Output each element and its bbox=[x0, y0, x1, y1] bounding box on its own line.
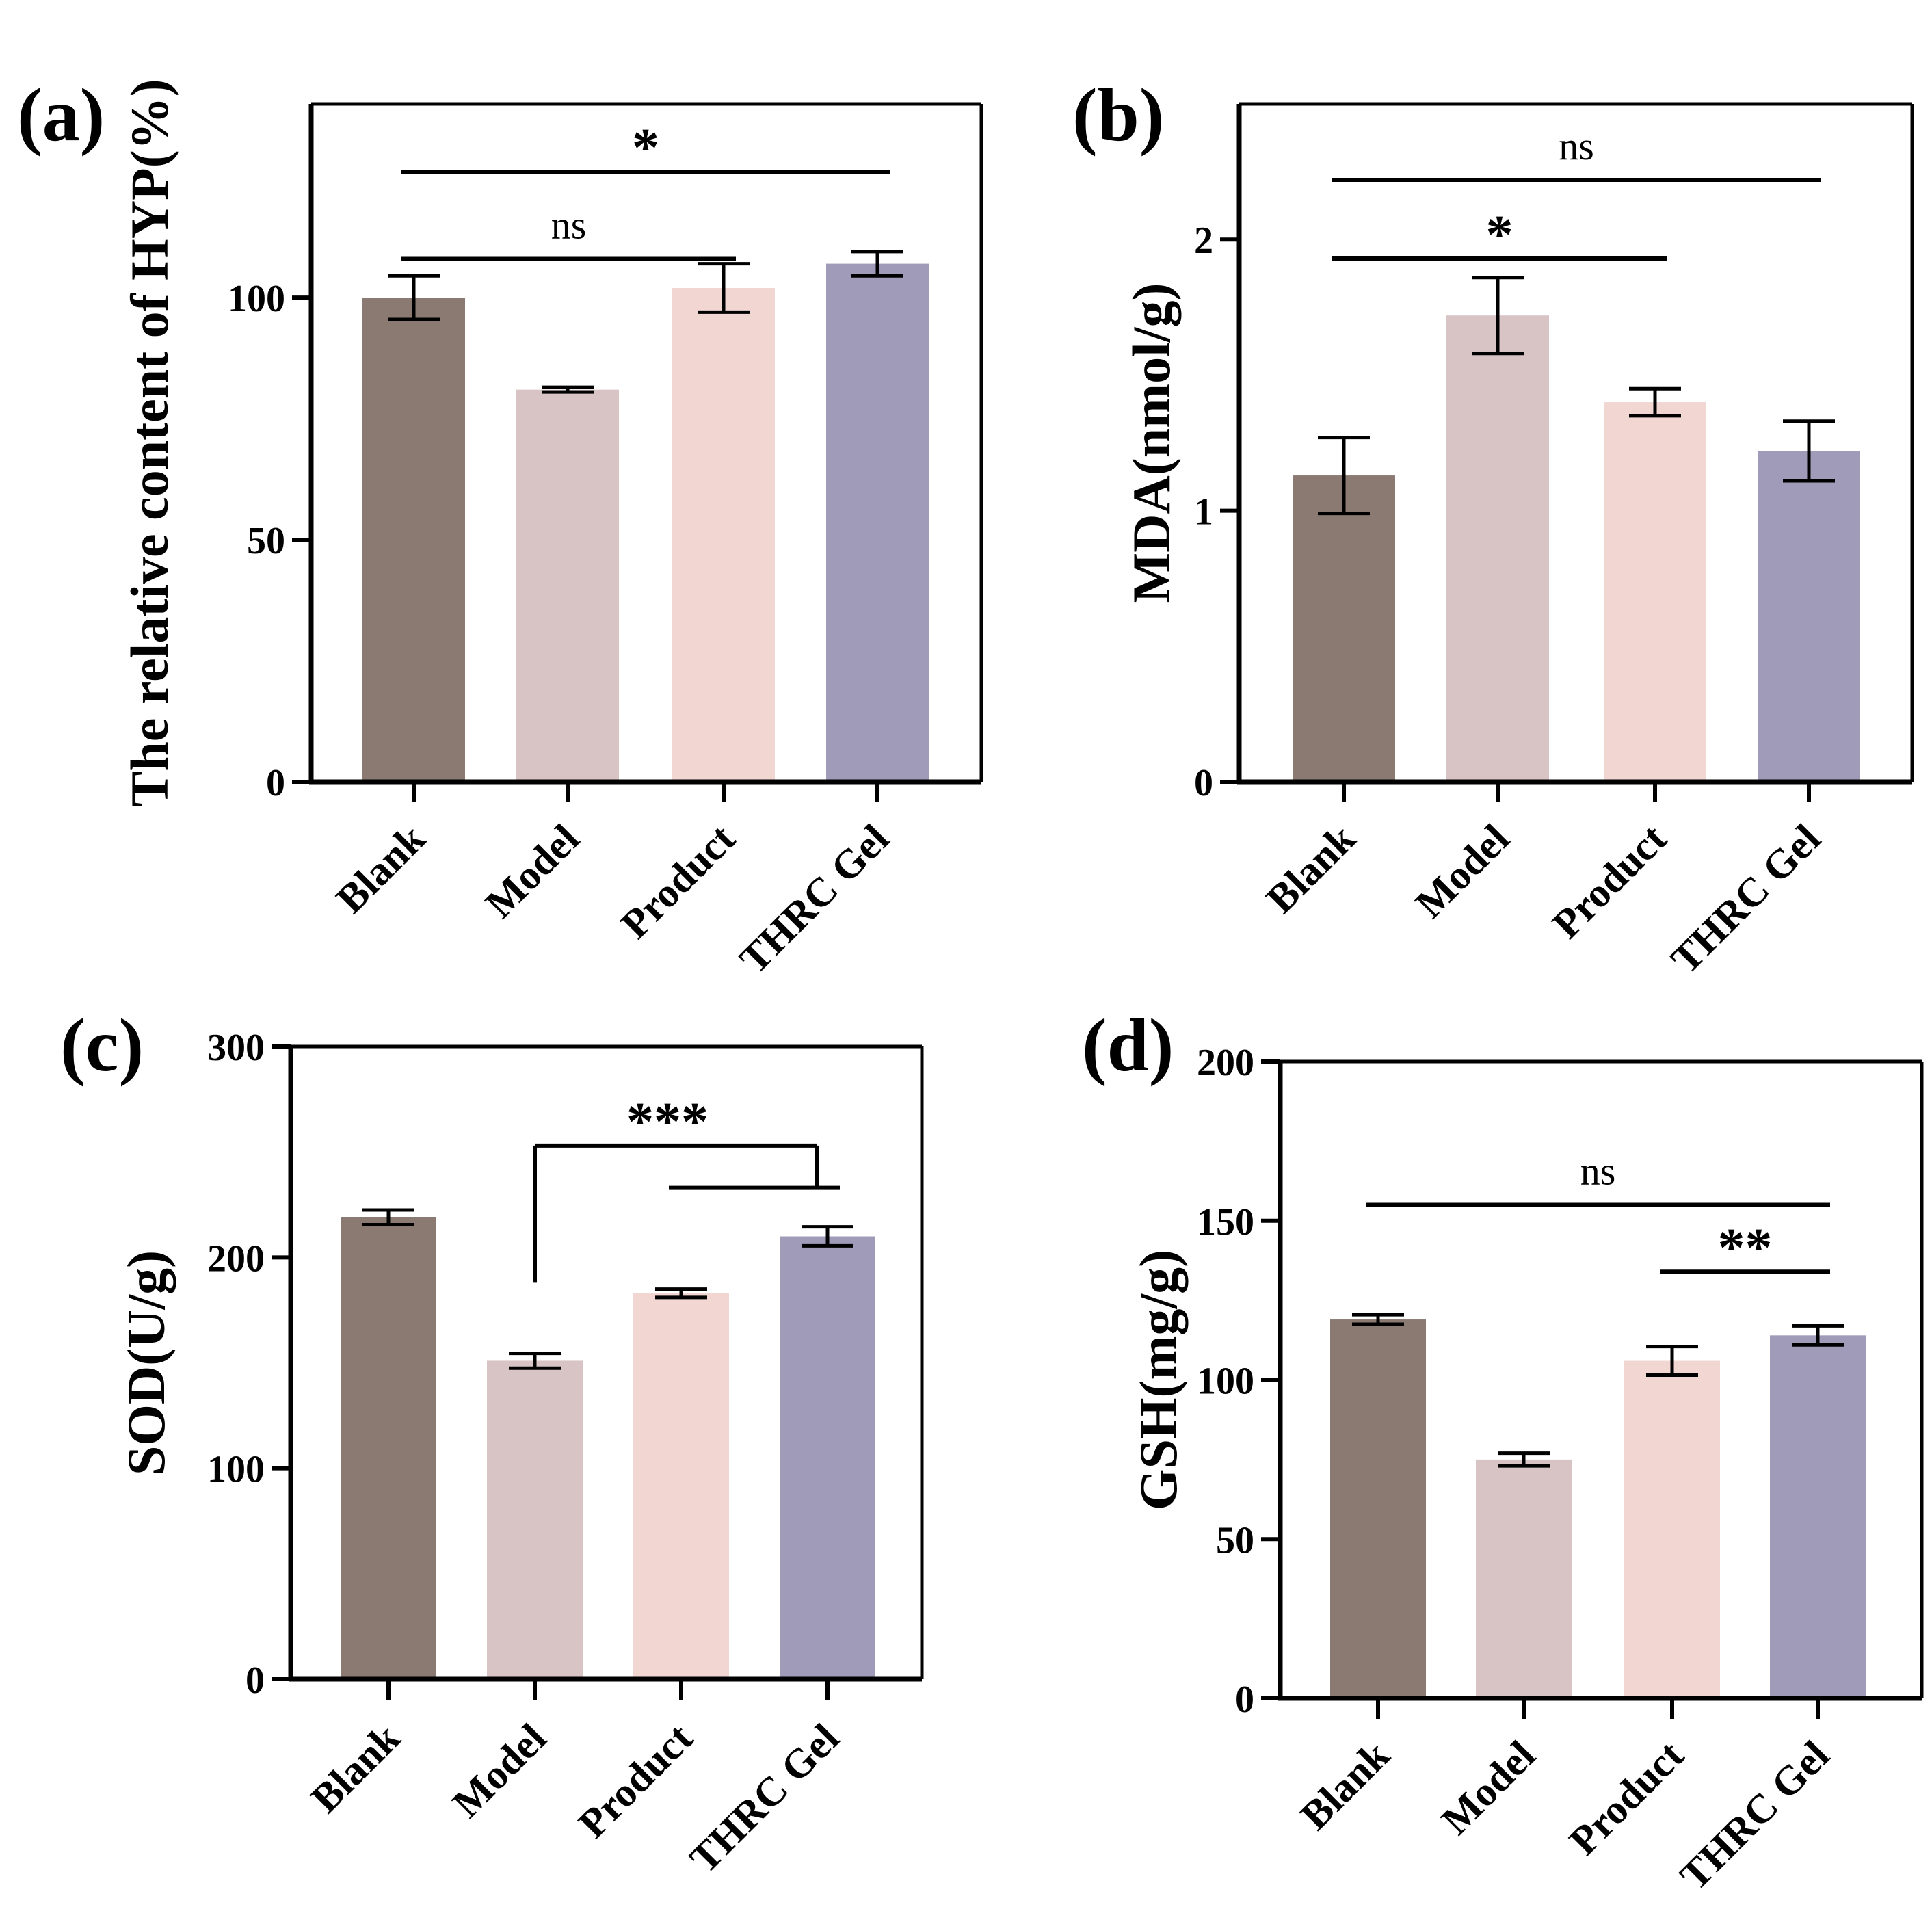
error-bar bbox=[509, 1352, 561, 1370]
bar-product bbox=[672, 287, 775, 782]
bar-thrc-gel bbox=[1770, 1335, 1866, 1698]
y-tick-label: 200 bbox=[1197, 1042, 1254, 1084]
error-bar bbox=[1498, 1451, 1550, 1468]
bar-blank bbox=[362, 298, 465, 782]
bar-model bbox=[1446, 315, 1549, 782]
y-tick-label: 150 bbox=[1197, 1201, 1254, 1243]
significance-label: ns bbox=[551, 203, 587, 248]
x-tick-label: Product bbox=[1561, 1733, 1692, 1864]
x-tick-label: Product bbox=[570, 1715, 701, 1847]
y-tick-label: 300 bbox=[207, 1027, 265, 1069]
significance-label: * bbox=[632, 118, 659, 179]
x-tick-label: THRC Gel bbox=[1663, 816, 1829, 982]
error-bar bbox=[802, 1225, 853, 1248]
x-tick-label: Model bbox=[444, 1715, 555, 1826]
error-bar bbox=[542, 385, 594, 394]
error-bar bbox=[698, 262, 750, 314]
y-tick-label: 100 bbox=[1197, 1360, 1254, 1403]
y-tick-label: 100 bbox=[228, 278, 285, 320]
error-bar bbox=[1783, 419, 1835, 483]
error-bar bbox=[1472, 276, 1524, 356]
bar-thrc-gel bbox=[826, 263, 929, 782]
y-tick-label: 200 bbox=[207, 1237, 265, 1280]
error-bar bbox=[655, 1287, 707, 1300]
significance-label: * bbox=[1486, 205, 1513, 265]
bar-product bbox=[1604, 402, 1706, 782]
y-tick-label: 0 bbox=[1194, 762, 1213, 804]
y-tick-label: 0 bbox=[266, 762, 285, 804]
error-bar bbox=[1792, 1324, 1844, 1347]
x-tick-label: Blank bbox=[302, 1715, 409, 1821]
x-tick-label: Blank bbox=[1292, 1732, 1399, 1839]
error-bar bbox=[1629, 386, 1681, 418]
bar-product bbox=[1624, 1360, 1720, 1698]
x-tick-label: Blank bbox=[1258, 815, 1364, 922]
x-tick-label: THRC Gel bbox=[1671, 1733, 1838, 1899]
x-tick-label: THRC Gel bbox=[731, 816, 897, 982]
bar-blank bbox=[1330, 1319, 1426, 1698]
x-tick-label: THRC Gel bbox=[681, 1715, 847, 1882]
x-tick-label: Model bbox=[1407, 816, 1518, 927]
significance-line bbox=[533, 1143, 819, 1283]
y-tick-label: 50 bbox=[247, 520, 285, 562]
y-tick-label: 0 bbox=[246, 1659, 265, 1702]
error-bar bbox=[388, 274, 440, 321]
panel-letter: (c) bbox=[60, 1003, 144, 1087]
bar-product bbox=[633, 1293, 729, 1679]
significance-label: ** bbox=[1718, 1218, 1773, 1278]
panel-letter: (d) bbox=[1082, 1003, 1174, 1087]
x-tick-label: Model bbox=[1433, 1733, 1544, 1843]
error-bar bbox=[362, 1208, 414, 1227]
bar-blank bbox=[1293, 475, 1395, 782]
y-axis-label: The relative content of HYP(%) bbox=[120, 79, 179, 806]
bar-model bbox=[487, 1360, 583, 1679]
y-axis-label: GSH(mg/g) bbox=[1128, 1250, 1188, 1510]
bar-thrc-gel bbox=[780, 1236, 875, 1679]
significance-label: ns bbox=[1559, 124, 1594, 168]
error-bar bbox=[1352, 1313, 1404, 1326]
bar-thrc-gel bbox=[1758, 451, 1860, 782]
y-axis-label: MDA(nmol/g) bbox=[1122, 283, 1181, 603]
error-bar bbox=[851, 250, 903, 278]
panel-letter: (b) bbox=[1072, 73, 1164, 157]
y-tick-label: 100 bbox=[207, 1449, 265, 1491]
error-bar bbox=[1318, 436, 1370, 516]
panel-letter: (a) bbox=[17, 73, 105, 157]
y-tick-label: 50 bbox=[1216, 1519, 1254, 1562]
x-tick-label: Blank bbox=[328, 815, 434, 922]
y-tick-label: 1 bbox=[1194, 491, 1213, 534]
y-axis-label: SOD(U/g) bbox=[116, 1250, 176, 1475]
y-tick-label: 0 bbox=[1235, 1679, 1254, 1721]
significance-label: *** bbox=[626, 1092, 709, 1153]
y-tick-label: 2 bbox=[1194, 220, 1213, 262]
x-tick-label: Product bbox=[612, 816, 743, 947]
bar-model bbox=[516, 389, 619, 782]
error-bar bbox=[1646, 1345, 1698, 1378]
x-tick-label: Product bbox=[1544, 816, 1675, 947]
bar-model bbox=[1476, 1459, 1572, 1698]
x-tick-label: Model bbox=[477, 816, 587, 927]
bar-blank bbox=[341, 1217, 436, 1679]
significance-label: ns bbox=[1580, 1148, 1616, 1193]
